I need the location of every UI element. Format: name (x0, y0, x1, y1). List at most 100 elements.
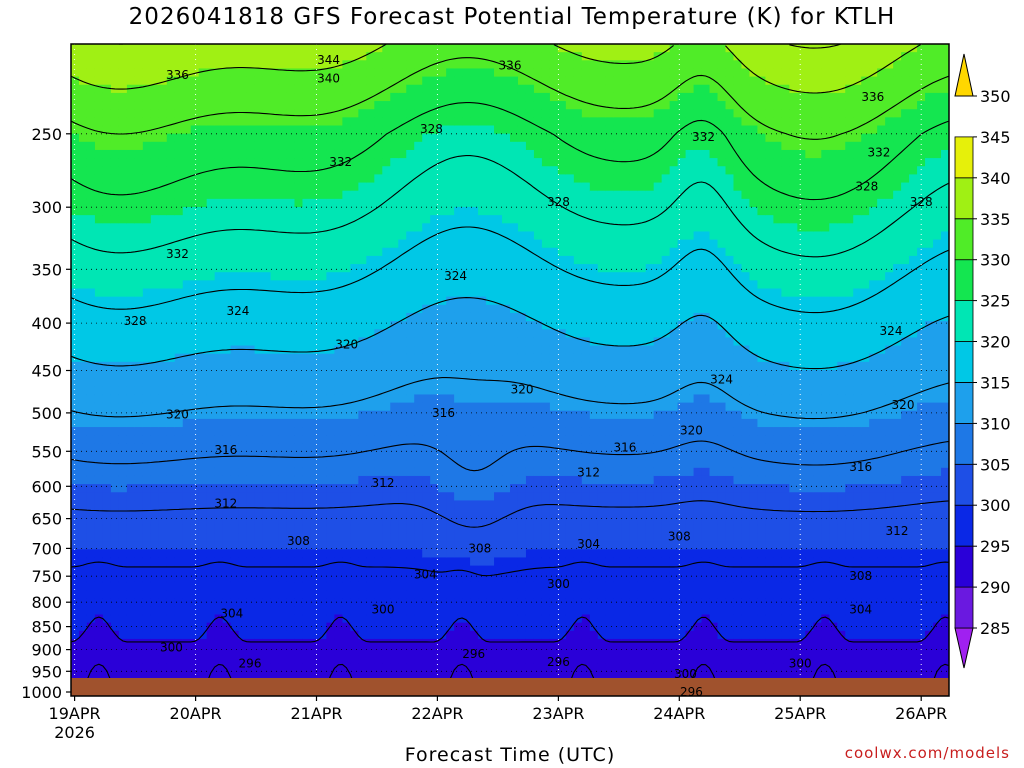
heatmap-cell (326, 255, 335, 265)
heatmap-cell (158, 117, 168, 127)
heatmap-cell (71, 630, 80, 640)
heatmap-cell (102, 598, 112, 607)
heatmap-cell (382, 92, 391, 102)
heatmap-cell (190, 84, 200, 94)
heatmap-cell (541, 231, 551, 241)
heatmap-cell (494, 484, 503, 493)
heatmap-cell (533, 557, 543, 567)
heatmap-cell (246, 182, 256, 192)
heatmap-cell (318, 312, 328, 322)
heatmap-cell (310, 663, 320, 673)
heatmap-cell (374, 280, 383, 290)
heatmap-cell (358, 68, 367, 78)
heatmap-cell (398, 541, 407, 550)
heatmap-cell (118, 239, 128, 249)
heatmap-cell (278, 60, 288, 70)
heatmap-cell (294, 44, 304, 53)
heatmap-cell (310, 312, 320, 322)
heatmap-cell (350, 117, 359, 127)
heatmap-cell (446, 361, 455, 371)
heatmap-cell (254, 117, 264, 127)
heatmap-cell (302, 475, 312, 485)
heatmap-cell (318, 190, 328, 200)
heatmap-cell (326, 622, 335, 632)
heatmap-cell (533, 598, 543, 607)
heatmap-cell (382, 345, 391, 355)
heatmap-cell (557, 451, 567, 461)
heatmap-cell (110, 149, 120, 159)
heatmap-cell (454, 370, 463, 379)
heatmap-cell (214, 638, 224, 648)
heatmap-cell (158, 573, 168, 583)
heatmap-cell (158, 92, 168, 102)
heatmap-cell (150, 296, 160, 306)
heatmap-cell (366, 149, 375, 159)
heatmap-cell (78, 386, 88, 396)
heatmap-cell (470, 182, 479, 192)
heatmap-cell (414, 272, 423, 281)
heatmap-cell (126, 174, 136, 184)
heatmap-cell (478, 141, 487, 151)
heatmap-cell (158, 443, 168, 453)
heatmap-cell (294, 345, 304, 355)
heatmap-cell (486, 68, 495, 78)
heatmap-cell (86, 182, 96, 192)
heatmap-cell (374, 321, 383, 330)
heatmap-cell (238, 606, 248, 616)
heatmap-cell (478, 264, 487, 273)
heatmap-cell (533, 549, 543, 559)
heatmap-cell (430, 288, 439, 298)
heatmap-cell (390, 671, 399, 681)
heatmap-cell (454, 198, 463, 208)
heatmap-cell (510, 198, 519, 208)
heatmap-cell (438, 264, 447, 273)
heatmap-cell (294, 329, 304, 338)
heatmap-cell (462, 207, 471, 216)
heatmap-cell (366, 264, 375, 273)
heatmap-cell (470, 557, 479, 567)
heatmap-cell (557, 443, 567, 453)
heatmap-cell (334, 312, 343, 322)
heatmap-cell (286, 557, 296, 567)
heatmap-cell (182, 52, 192, 61)
heatmap-cell (342, 573, 351, 583)
heatmap-cell (206, 198, 216, 208)
heatmap-cell (565, 52, 575, 61)
heatmap-cell (198, 418, 208, 428)
heatmap-cell (326, 630, 335, 640)
heatmap-cell (150, 492, 160, 501)
heatmap-cell (246, 174, 256, 184)
heatmap-cell (102, 117, 112, 127)
heatmap-cell (222, 549, 232, 559)
heatmap-cell (454, 255, 463, 265)
heatmap-cell (454, 92, 463, 102)
heatmap-cell (454, 541, 463, 550)
heatmap-cell (565, 174, 575, 184)
heatmap-cell (334, 475, 343, 485)
heatmap-cell (262, 435, 272, 444)
heatmap-cell (150, 386, 160, 396)
heatmap-cell (270, 76, 280, 86)
heatmap-cell (494, 370, 503, 379)
heatmap-cell (86, 247, 96, 257)
heatmap-cell (150, 475, 160, 485)
heatmap-cell (318, 475, 328, 485)
heatmap-cell (382, 166, 391, 175)
heatmap-cell (541, 361, 551, 371)
heatmap-cell (366, 533, 375, 542)
heatmap-cell (350, 337, 359, 347)
heatmap-cell (134, 614, 144, 624)
heatmap-cell (294, 638, 304, 648)
heatmap-cell (414, 443, 423, 453)
heatmap-cell (326, 149, 335, 159)
heatmap-cell (374, 443, 383, 453)
heatmap-cell (310, 174, 320, 184)
heatmap-cell (238, 190, 248, 200)
heatmap-cell (342, 516, 351, 526)
heatmap-cell (134, 52, 144, 61)
heatmap-cell (318, 418, 328, 428)
heatmap-cell (246, 655, 256, 664)
heatmap-cell (142, 581, 152, 591)
heatmap-cell (478, 133, 487, 143)
heatmap-cell (382, 647, 391, 656)
